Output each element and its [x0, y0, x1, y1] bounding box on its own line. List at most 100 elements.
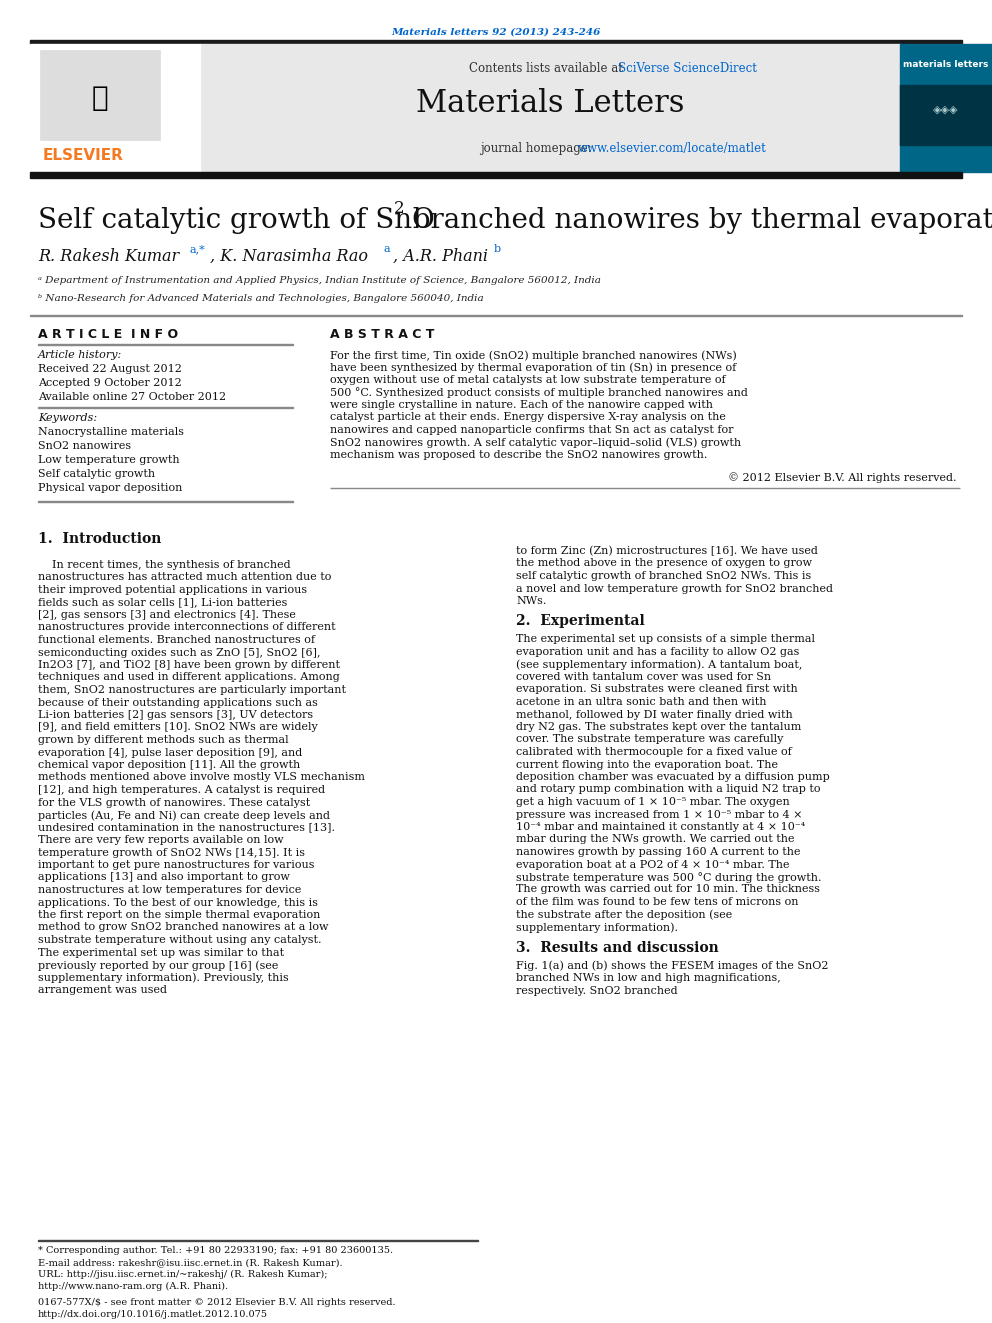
- Text: In2O3 [7], and TiO2 [8] have been grown by different: In2O3 [7], and TiO2 [8] have been grown …: [38, 660, 340, 669]
- Text: the substrate after the deposition (see: the substrate after the deposition (see: [516, 909, 732, 919]
- Text: for the VLS growth of nanowires. These catalyst: for the VLS growth of nanowires. These c…: [38, 798, 310, 807]
- Text: current flowing into the evaporation boat. The: current flowing into the evaporation boa…: [516, 759, 778, 770]
- Text: nanostructures has attracted much attention due to: nanostructures has attracted much attent…: [38, 573, 331, 582]
- Text: E-mail address: rakeshr@isu.iisc.ernet.in (R. Rakesh Kumar).: E-mail address: rakeshr@isu.iisc.ernet.i…: [38, 1258, 342, 1267]
- Text: For the first time, Tin oxide (SnO2) multiple branched nanowires (NWs): For the first time, Tin oxide (SnO2) mul…: [330, 351, 737, 361]
- Text: oxygen without use of metal catalysts at low substrate temperature of: oxygen without use of metal catalysts at…: [330, 374, 725, 385]
- Text: ◈◈◈: ◈◈◈: [933, 105, 958, 115]
- Text: self catalytic growth of branched SnO2 NWs. This is: self catalytic growth of branched SnO2 N…: [516, 572, 811, 581]
- Text: Low temperature growth: Low temperature growth: [38, 455, 180, 464]
- Text: a novel and low temperature growth for SnO2 branched: a novel and low temperature growth for S…: [516, 583, 833, 594]
- Text: SnO2 nanowires: SnO2 nanowires: [38, 441, 131, 451]
- Text: temperature growth of SnO2 NWs [14,15]. It is: temperature growth of SnO2 NWs [14,15]. …: [38, 848, 305, 857]
- Text: Self catalytic growth: Self catalytic growth: [38, 468, 155, 479]
- Text: A R T I C L E  I N F O: A R T I C L E I N F O: [38, 328, 179, 341]
- Text: applications. To the best of our knowledge, this is: applications. To the best of our knowled…: [38, 897, 318, 908]
- Text: b: b: [494, 243, 501, 254]
- Text: The growth was carried out for 10 min. The thickness: The growth was carried out for 10 min. T…: [516, 885, 820, 894]
- Text: the first report on the simple thermal evaporation: the first report on the simple thermal e…: [38, 910, 320, 919]
- Bar: [900, 85, 992, 146]
- Text: The experimental set up consists of a simple thermal: The experimental set up consists of a si…: [516, 635, 815, 644]
- Text: them, SnO2 nanostructures are particularly important: them, SnO2 nanostructures are particular…: [38, 685, 346, 695]
- Text: 2: 2: [394, 200, 405, 217]
- Text: Keywords:: Keywords:: [38, 413, 97, 423]
- Text: dry N2 gas. The substrates kept over the tantalum: dry N2 gas. The substrates kept over the…: [516, 722, 802, 732]
- Text: previously reported by our group [16] (see: previously reported by our group [16] (s…: [38, 960, 279, 971]
- Text: arrangement was used: arrangement was used: [38, 986, 167, 995]
- Text: 1.  Introduction: 1. Introduction: [38, 532, 162, 546]
- Text: substrate temperature without using any catalyst.: substrate temperature without using any …: [38, 935, 321, 945]
- Text: [12], and high temperatures. A catalyst is required: [12], and high temperatures. A catalyst …: [38, 785, 325, 795]
- Text: nanowires growth by passing 160 A current to the: nanowires growth by passing 160 A curren…: [516, 847, 801, 857]
- Text: to form Zinc (Zn) microstructures [16]. We have used: to form Zinc (Zn) microstructures [16]. …: [516, 546, 817, 557]
- Text: covered with tantalum cover was used for Sn: covered with tantalum cover was used for…: [516, 672, 771, 681]
- Text: nanowires and capped nanoparticle confirms that Sn act as catalyst for: nanowires and capped nanoparticle confir…: [330, 425, 733, 435]
- Bar: [30, 172, 962, 179]
- Text: R. Rakesh Kumar: R. Rakesh Kumar: [38, 247, 180, 265]
- Text: mechanism was proposed to describe the SnO2 nanowires growth.: mechanism was proposed to describe the S…: [330, 450, 707, 460]
- Text: applications [13] and also important to grow: applications [13] and also important to …: [38, 872, 290, 882]
- Text: [2], gas sensors [3] and electronics [4]. These: [2], gas sensors [3] and electronics [4]…: [38, 610, 296, 620]
- Text: Received 22 August 2012: Received 22 August 2012: [38, 364, 182, 374]
- Text: deposition chamber was evacuated by a diffusion pump: deposition chamber was evacuated by a di…: [516, 773, 829, 782]
- Text: nanostructures provide interconnections of different: nanostructures provide interconnections …: [38, 623, 335, 632]
- Text: evaporation boat at a PO2 of 4 × 10⁻⁴ mbar. The: evaporation boat at a PO2 of 4 × 10⁻⁴ mb…: [516, 860, 790, 869]
- Text: respectively. SnO2 branched: respectively. SnO2 branched: [516, 986, 678, 995]
- Text: evaporation. Si substrates were cleaned first with: evaporation. Si substrates were cleaned …: [516, 684, 798, 695]
- Text: [9], and field emitters [10]. SnO2 NWs are widely: [9], and field emitters [10]. SnO2 NWs a…: [38, 722, 317, 733]
- Text: In recent times, the synthesis of branched: In recent times, the synthesis of branch…: [38, 560, 291, 570]
- Text: catalyst particle at their ends. Energy dispersive X-ray analysis on the: catalyst particle at their ends. Energy …: [330, 413, 726, 422]
- Text: of the film was found to be few tens of microns on: of the film was found to be few tens of …: [516, 897, 799, 908]
- Text: Contents lists available at: Contents lists available at: [469, 62, 627, 75]
- Text: www.elsevier.com/locate/matlet: www.elsevier.com/locate/matlet: [578, 142, 767, 155]
- Text: functional elements. Branched nanostructures of: functional elements. Branched nanostruct…: [38, 635, 315, 646]
- Text: URL: http://jisu.iisc.ernet.in/~rakeshj/ (R. Rakesh Kumar);: URL: http://jisu.iisc.ernet.in/~rakeshj/…: [38, 1270, 327, 1279]
- Text: important to get pure nanostructures for various: important to get pure nanostructures for…: [38, 860, 314, 871]
- Text: techniques and used in different applications. Among: techniques and used in different applica…: [38, 672, 339, 683]
- Text: 0167-577X/$ - see front matter © 2012 Elsevier B.V. All rights reserved.: 0167-577X/$ - see front matter © 2012 El…: [38, 1298, 396, 1307]
- Text: © 2012 Elsevier B.V. All rights reserved.: © 2012 Elsevier B.V. All rights reserved…: [727, 472, 956, 483]
- Text: Nanocrystalline materials: Nanocrystalline materials: [38, 427, 184, 437]
- Text: ELSEVIER: ELSEVIER: [43, 148, 123, 163]
- Text: 3.  Results and discussion: 3. Results and discussion: [516, 941, 719, 954]
- Text: SciVerse ScienceDirect: SciVerse ScienceDirect: [618, 62, 757, 75]
- Text: calibrated with thermocouple for a fixed value of: calibrated with thermocouple for a fixed…: [516, 747, 792, 757]
- Text: Physical vapor deposition: Physical vapor deposition: [38, 483, 183, 493]
- Text: journal homepage:: journal homepage:: [480, 142, 595, 155]
- Text: semiconducting oxides such as ZnO [5], SnO2 [6],: semiconducting oxides such as ZnO [5], S…: [38, 647, 320, 658]
- Text: because of their outstanding applications such as: because of their outstanding application…: [38, 697, 317, 708]
- Text: 2.  Experimental: 2. Experimental: [516, 614, 645, 628]
- Text: substrate temperature was 500 °C during the growth.: substrate temperature was 500 °C during …: [516, 872, 821, 882]
- Text: grown by different methods such as thermal: grown by different methods such as therm…: [38, 736, 289, 745]
- Text: Fig. 1(a) and (b) shows the FESEM images of the SnO2: Fig. 1(a) and (b) shows the FESEM images…: [516, 960, 828, 971]
- Text: methods mentioned above involve mostly VLS mechanism: methods mentioned above involve mostly V…: [38, 773, 365, 782]
- Text: get a high vacuum of 1 × 10⁻⁵ mbar. The oxygen: get a high vacuum of 1 × 10⁻⁵ mbar. The …: [516, 796, 790, 807]
- Text: evaporation unit and has a facility to allow O2 gas: evaporation unit and has a facility to a…: [516, 647, 800, 658]
- Text: nanostructures at low temperatures for device: nanostructures at low temperatures for d…: [38, 885, 302, 894]
- Text: (see supplementary information). A tantalum boat,: (see supplementary information). A tanta…: [516, 659, 803, 669]
- Text: SnO2 nanowires growth. A self catalytic vapor–liquid–solid (VLS) growth: SnO2 nanowires growth. A self catalytic …: [330, 438, 741, 448]
- Text: undesired contamination in the nanostructures [13].: undesired contamination in the nanostruc…: [38, 823, 335, 832]
- Text: 500 °C. Synthesized product consists of multiple branched nanowires and: 500 °C. Synthesized product consists of …: [330, 388, 748, 398]
- Text: a: a: [383, 243, 390, 254]
- Text: the method above in the presence of oxygen to grow: the method above in the presence of oxyg…: [516, 558, 812, 569]
- Text: * Corresponding author. Tel.: +91 80 22933190; fax: +91 80 23600135.: * Corresponding author. Tel.: +91 80 229…: [38, 1246, 393, 1256]
- Text: A B S T R A C T: A B S T R A C T: [330, 328, 434, 341]
- Bar: [30, 40, 962, 44]
- Text: acetone in an ultra sonic bath and then with: acetone in an ultra sonic bath and then …: [516, 697, 767, 706]
- Text: Accepted 9 October 2012: Accepted 9 October 2012: [38, 378, 182, 388]
- Text: Self catalytic growth of SnO: Self catalytic growth of SnO: [38, 206, 434, 234]
- Bar: [40, 50, 160, 140]
- Text: 10⁻⁴ mbar and maintained it constantly at 4 × 10⁻⁴: 10⁻⁴ mbar and maintained it constantly a…: [516, 822, 806, 832]
- Text: ᵇ Nano-Research for Advanced Materials and Technologies, Bangalore 560040, India: ᵇ Nano-Research for Advanced Materials a…: [38, 294, 484, 303]
- Text: 🌳: 🌳: [91, 83, 108, 112]
- Text: Materials letters 92 (2013) 243-246: Materials letters 92 (2013) 243-246: [391, 28, 601, 37]
- Text: cover. The substrate temperature was carefully: cover. The substrate temperature was car…: [516, 734, 784, 745]
- Text: have been synthesized by thermal evaporation of tin (Sn) in presence of: have been synthesized by thermal evapora…: [330, 363, 736, 373]
- Text: pressure was increased from 1 × 10⁻⁵ mbar to 4 ×: pressure was increased from 1 × 10⁻⁵ mba…: [516, 810, 803, 819]
- Text: fields such as solar cells [1], Li-ion batteries: fields such as solar cells [1], Li-ion b…: [38, 598, 288, 607]
- Text: branched NWs in low and high magnifications,: branched NWs in low and high magnificati…: [516, 972, 781, 983]
- Text: supplementary information).: supplementary information).: [516, 922, 678, 933]
- Text: evaporation [4], pulse laser deposition [9], and: evaporation [4], pulse laser deposition …: [38, 747, 303, 758]
- Bar: [30, 44, 200, 172]
